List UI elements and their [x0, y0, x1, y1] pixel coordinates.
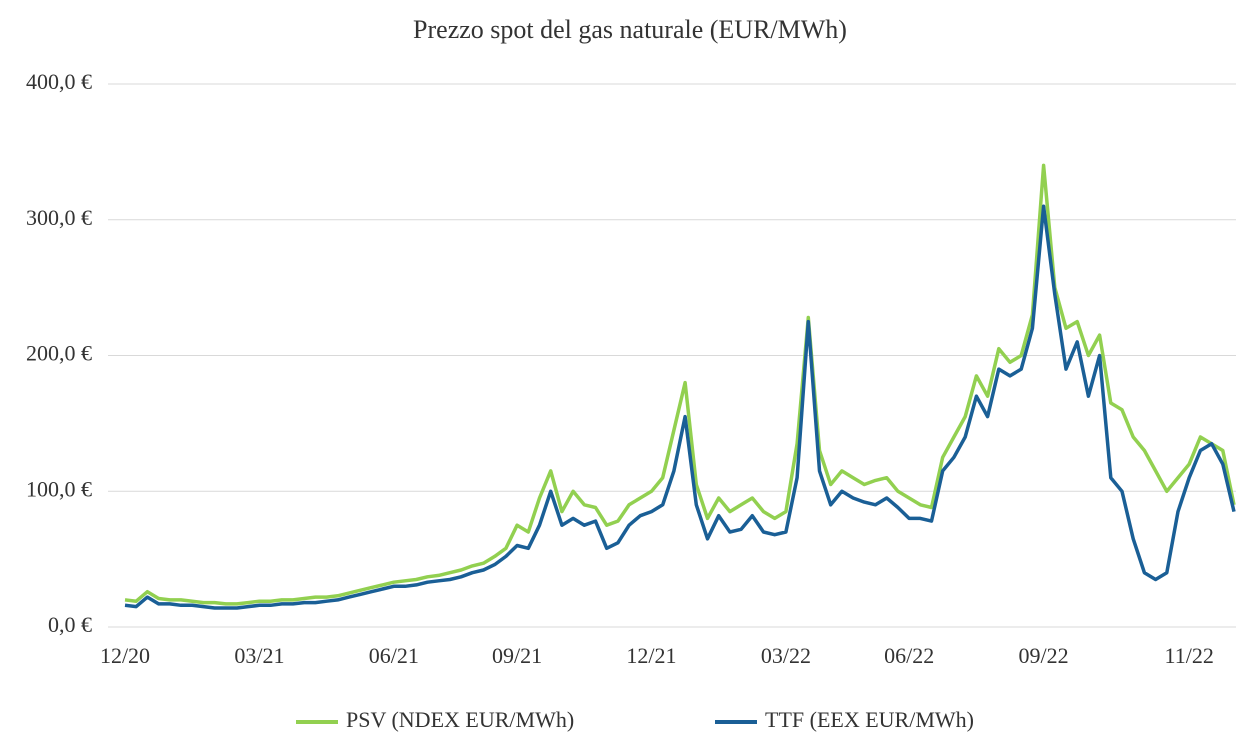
x-tick-label: 03/22	[761, 643, 811, 668]
chart-title: Prezzo spot del gas naturale (EUR/MWh)	[413, 15, 847, 44]
x-tick-label: 12/21	[626, 643, 676, 668]
y-tick-label: 400,0 €	[26, 69, 92, 94]
y-tick-label: 300,0 €	[26, 205, 92, 230]
x-tick-label: 11/22	[1165, 643, 1214, 668]
x-tick-label: 09/21	[492, 643, 542, 668]
y-tick-label: 100,0 €	[26, 476, 92, 501]
x-tick-label: 06/21	[369, 643, 419, 668]
x-tick-label: 09/22	[1019, 643, 1069, 668]
legend-label: TTF (EEX EUR/MWh)	[765, 707, 974, 732]
x-tick-label: 12/20	[100, 643, 150, 668]
series-line	[124, 204, 1236, 610]
y-tick-label: 200,0 €	[26, 341, 92, 366]
series-line	[124, 163, 1236, 606]
x-tick-label: 03/21	[234, 643, 284, 668]
x-tick-label: 06/22	[884, 643, 934, 668]
y-tick-label: 0,0 €	[48, 612, 92, 637]
legend-label: PSV (NDEX EUR/MWh)	[346, 707, 574, 732]
